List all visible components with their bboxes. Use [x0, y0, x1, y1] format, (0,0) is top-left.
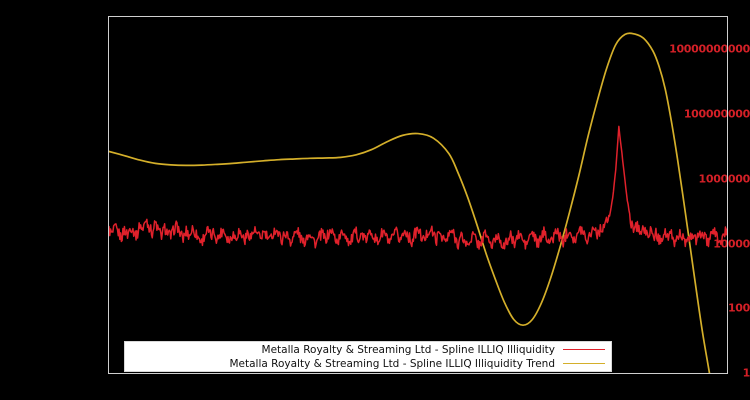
illiquidity-line-series — [109, 125, 727, 250]
plot-area-frame — [108, 16, 728, 374]
trend-line-series — [109, 32, 711, 373]
y-axis-tick-label: 10000000000 — [669, 42, 750, 56]
legend-swatch-illiquidity-trend — [563, 363, 605, 364]
y-axis-tick-label: 100 — [727, 301, 750, 315]
legend-label-illiquidity-trend: Metalla Royalty & Streaming Ltd - Spline… — [229, 357, 555, 370]
legend-entry-illiquidity-trend: Metalla Royalty & Streaming Ltd - Spline… — [125, 357, 611, 371]
legend-label-illiquidity: Metalla Royalty & Streaming Ltd - Spline… — [261, 343, 555, 356]
y-axis-tick-label: 100000000 — [683, 107, 750, 121]
y-axis-tick-label: 1 — [742, 366, 750, 380]
legend-entry-illiquidity: Metalla Royalty & Streaming Ltd - Spline… — [125, 343, 611, 357]
chart-legend: Metalla Royalty & Streaming Ltd - Spline… — [124, 341, 612, 372]
legend-swatch-illiquidity — [563, 349, 605, 350]
y-axis-tick-label: 1000000 — [698, 172, 750, 186]
